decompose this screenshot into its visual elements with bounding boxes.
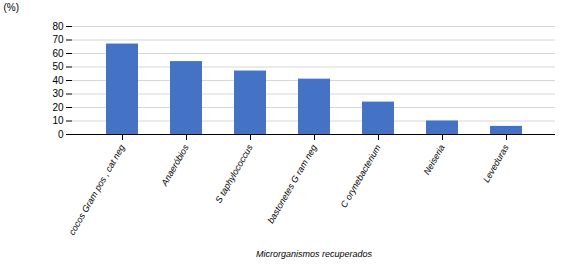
svg-text:bastonetes G ram neg: bastonetes G ram neg <box>266 143 319 225</box>
svg-text:0: 0 <box>58 129 64 140</box>
svg-text:60: 60 <box>52 48 64 59</box>
svg-text:70: 70 <box>52 34 64 45</box>
svg-text:Anaeróbios: Anaeróbios <box>159 143 191 189</box>
svg-text:10: 10 <box>52 115 64 126</box>
svg-text:Microrganismos recuperados: Microrganismos recuperados <box>256 249 373 259</box>
svg-text:30: 30 <box>52 88 64 99</box>
svg-text:(%): (%) <box>4 2 20 13</box>
svg-text:S taphylococcus: S taphylococcus <box>213 143 255 205</box>
svg-text:Neiseria: Neiseria <box>422 143 447 177</box>
svg-text:20: 20 <box>52 102 64 113</box>
svg-text:cocos Gram pos , cat neg: cocos Gram pos , cat neg <box>67 143 127 237</box>
svg-text:80: 80 <box>52 21 64 32</box>
svg-text:C orynebacterium: C orynebacterium <box>339 143 383 210</box>
svg-text:40: 40 <box>52 75 64 86</box>
svg-text:50: 50 <box>52 61 64 72</box>
svg-text:Leveduras: Leveduras <box>481 143 511 185</box>
